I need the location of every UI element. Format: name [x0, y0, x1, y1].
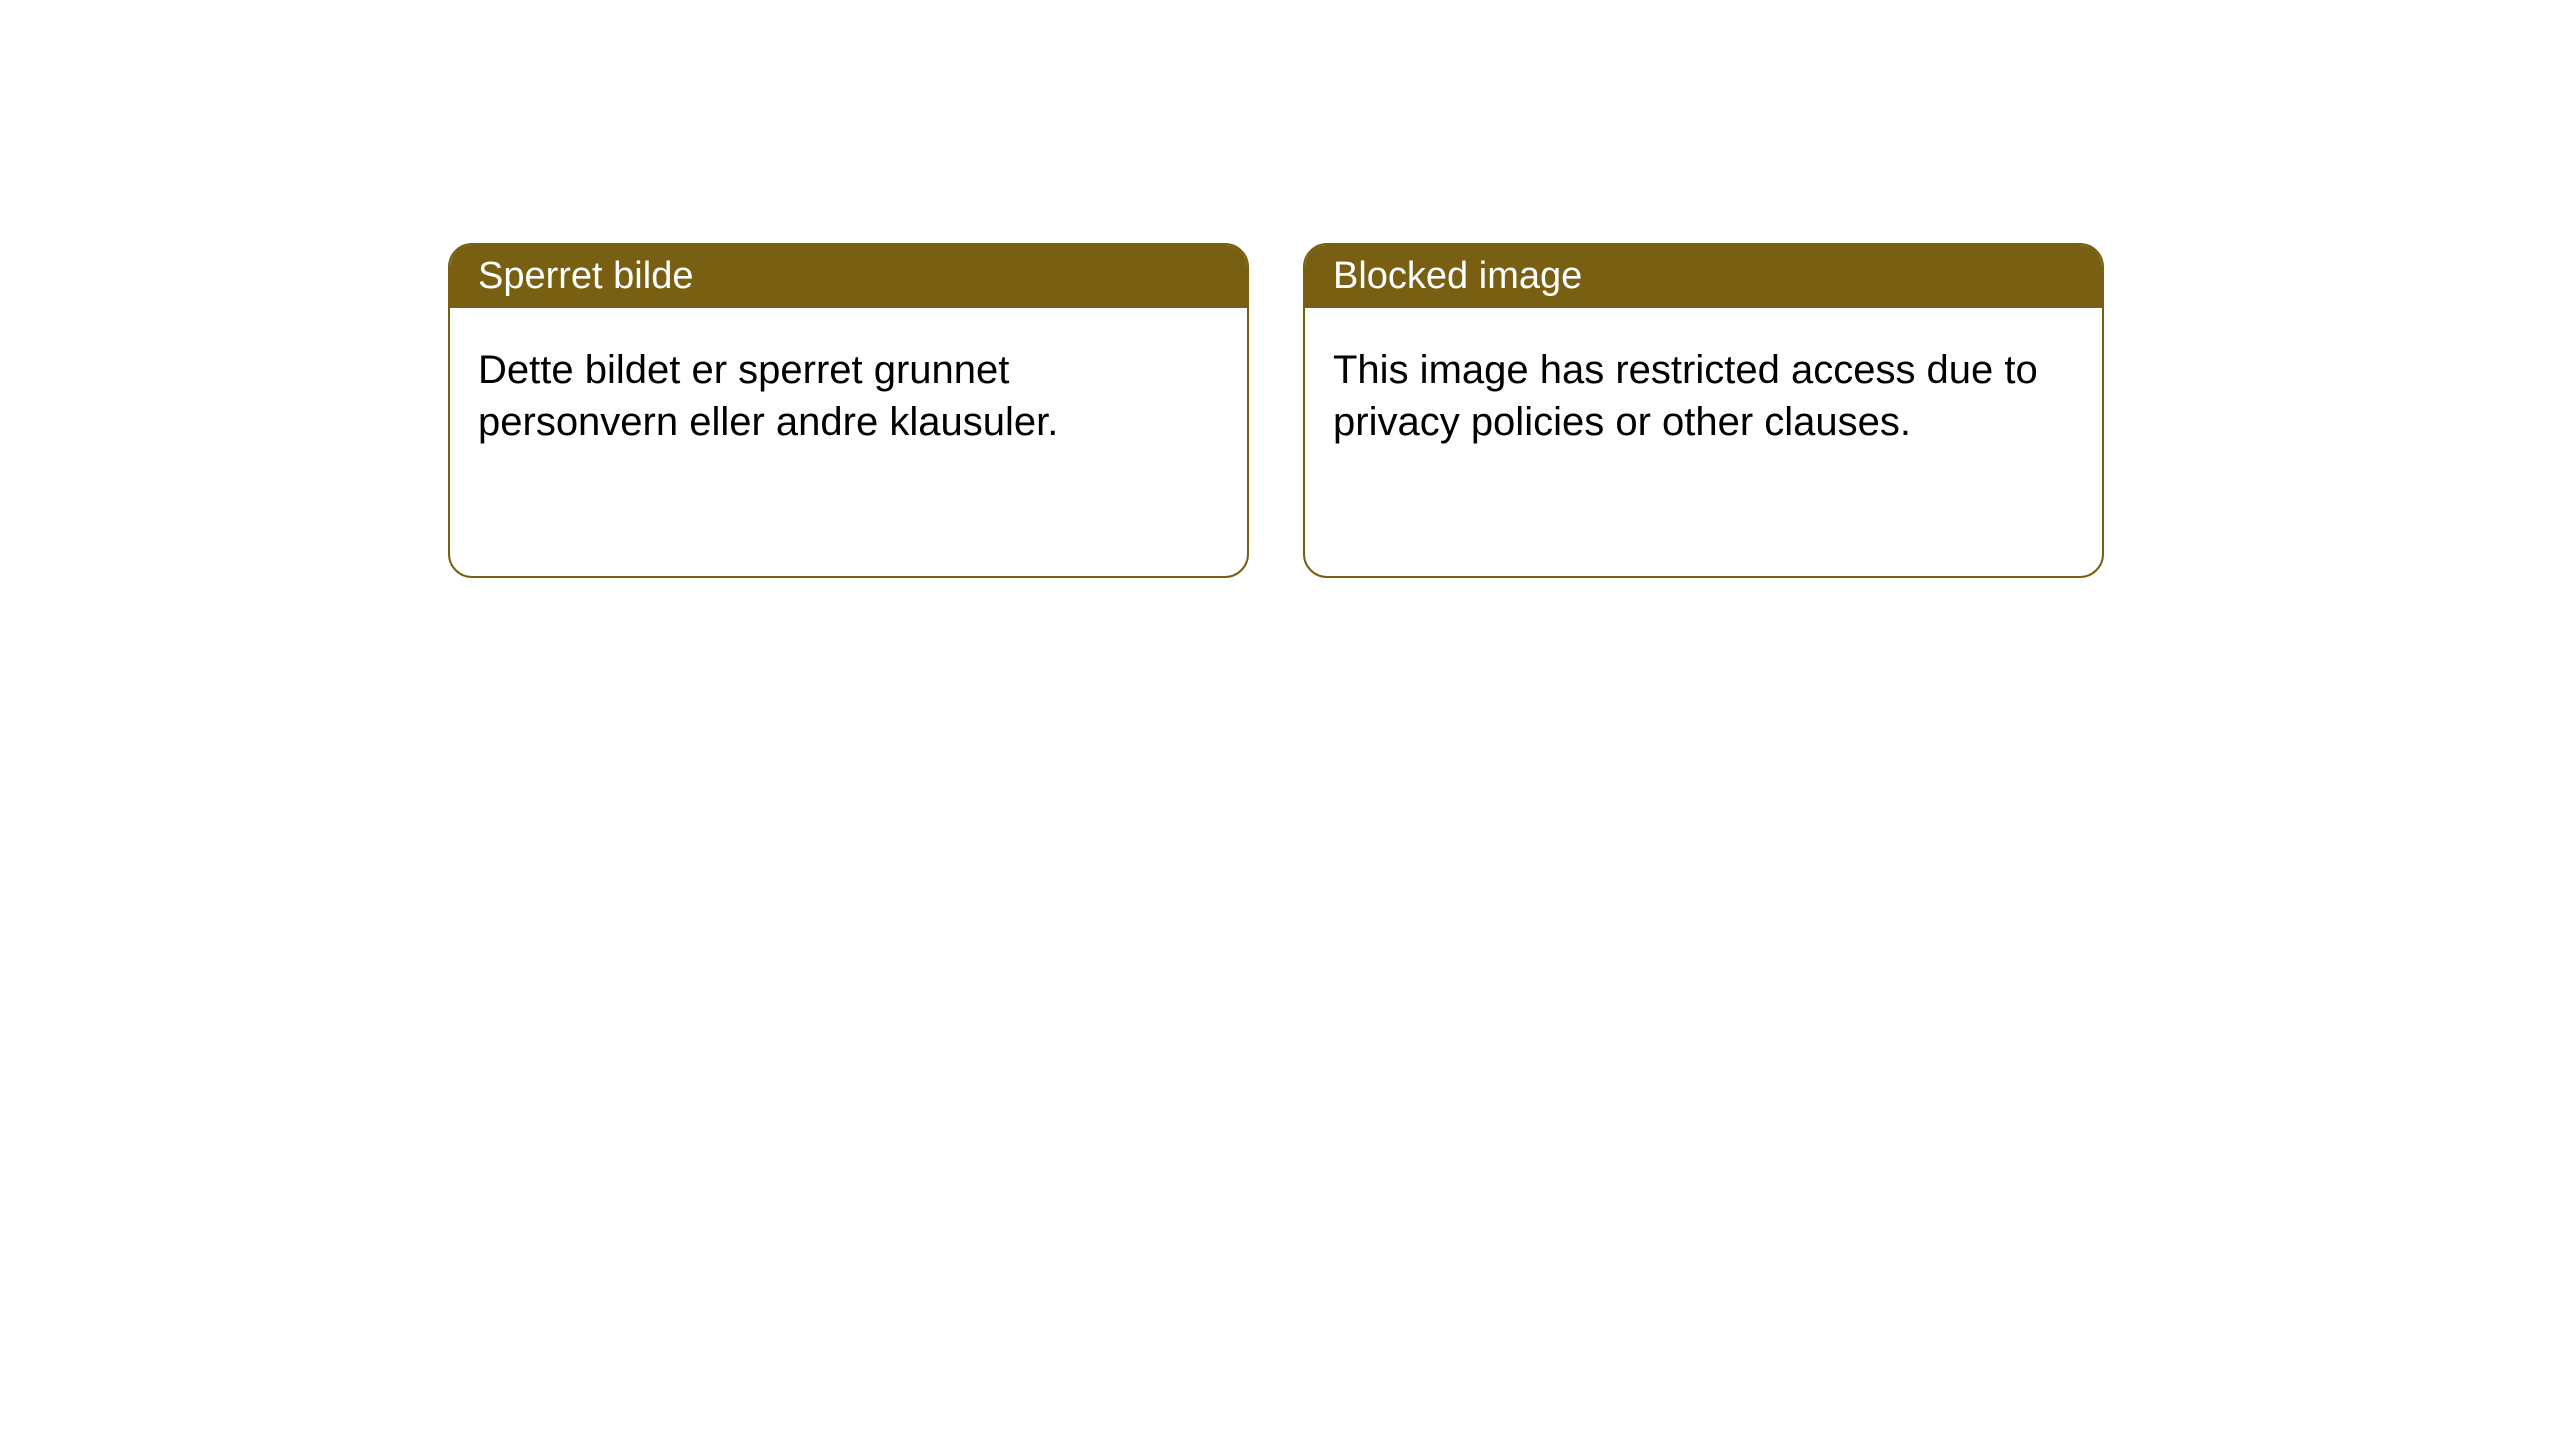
card-body-text: Dette bildet er sperret grunnet personve…: [478, 348, 1058, 444]
card-header: Blocked image: [1305, 245, 2102, 308]
card-header: Sperret bilde: [450, 245, 1247, 308]
blocked-image-card-norwegian: Sperret bilde Dette bildet er sperret gr…: [448, 243, 1249, 578]
card-body-text: This image has restricted access due to …: [1333, 348, 2038, 444]
card-body: This image has restricted access due to …: [1305, 308, 2102, 484]
blocked-image-card-english: Blocked image This image has restricted …: [1303, 243, 2104, 578]
card-header-title: Blocked image: [1333, 255, 1582, 297]
card-body: Dette bildet er sperret grunnet personve…: [450, 308, 1247, 484]
cards-container: Sperret bilde Dette bildet er sperret gr…: [0, 0, 2560, 578]
card-header-title: Sperret bilde: [478, 255, 693, 297]
